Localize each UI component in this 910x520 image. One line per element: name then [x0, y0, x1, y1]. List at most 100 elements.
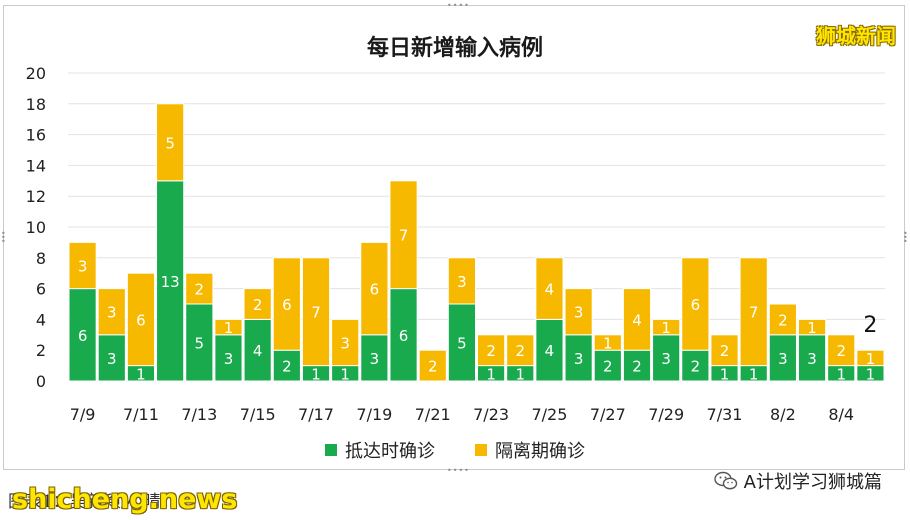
- bar-segment-quarantine: [593, 334, 622, 351]
- bar-segment-quarantine: [185, 272, 214, 305]
- bar-data-label: 5: [195, 335, 205, 353]
- resize-handle-top[interactable]: ••••: [447, 1, 470, 10]
- bar-data-label: 2: [282, 358, 292, 376]
- y-tick-label: 0: [36, 372, 46, 391]
- y-tick-label: 4: [36, 310, 46, 329]
- bar-data-label: 1: [866, 350, 876, 368]
- bar-segment-quarantine: [301, 257, 331, 367]
- bar-data-label: 2: [253, 296, 263, 314]
- bar-data-label: 5: [457, 335, 467, 353]
- bar-data-label: 2: [603, 358, 613, 376]
- chart-title: 每日新增输入病例: [366, 36, 543, 61]
- bar-data-label: 3: [107, 304, 117, 322]
- bar-segment-quarantine: [243, 288, 272, 320]
- y-tick-label: 18: [26, 95, 46, 114]
- legend-swatch-yellow: [475, 444, 487, 456]
- bar-segment-quarantine: [331, 318, 360, 367]
- bar-segment-quarantine: [447, 257, 477, 305]
- y-tick-label: 2: [36, 341, 46, 360]
- bar-data-label: 7: [749, 304, 759, 322]
- bar-data-label: 1: [311, 365, 321, 383]
- x-tick-label: 7/29: [648, 405, 684, 424]
- y-tick-label: 14: [26, 156, 46, 175]
- x-tick-label: 7/19: [356, 405, 392, 424]
- y-tick-label: 12: [26, 187, 46, 206]
- legend-label-quarantine: 隔离期确诊: [495, 441, 585, 462]
- x-tick-label: 7/21: [415, 405, 451, 424]
- bar-segment-quarantine: [272, 257, 301, 351]
- bar-data-label: 3: [370, 350, 380, 368]
- corner-logo: 狮城新闻: [816, 24, 896, 48]
- bar-segment-quarantine: [535, 257, 564, 320]
- bar-segment-arrival: [214, 334, 243, 382]
- bar-segment-quarantine: [360, 241, 389, 336]
- bar-data-label: 13: [161, 273, 180, 291]
- bar-data-label: 2: [195, 281, 205, 299]
- x-tick-label: 7/15: [240, 405, 276, 424]
- bar-segment-arrival: [243, 318, 272, 382]
- x-tick-label: 8/4: [828, 405, 854, 424]
- bar-segment-arrival: [447, 303, 477, 382]
- bar-data-label: 3: [457, 273, 467, 291]
- x-tick-label: 7/31: [707, 405, 743, 424]
- bar-data-label: 7: [311, 304, 321, 322]
- bar-data-label: 2: [720, 342, 730, 360]
- bar-segment-quarantine: [797, 318, 827, 336]
- bar-segment-quarantine: [156, 103, 185, 182]
- bar-segment-quarantine: [681, 257, 710, 351]
- bar-data-label: 6: [399, 327, 409, 345]
- x-tick-label: 7/27: [590, 405, 626, 424]
- y-tick-label: 20: [26, 64, 46, 83]
- resize-handle-bottom[interactable]: ••••: [447, 466, 470, 475]
- resize-handle-left[interactable]: • • •: [1, 229, 6, 246]
- bar-data-label: 2: [778, 311, 788, 329]
- bar-segment-quarantine: [477, 334, 506, 367]
- bar-data-label: 2: [836, 342, 846, 360]
- y-tick-label: 8: [36, 249, 46, 268]
- chart-frame: [3, 5, 905, 470]
- legend-swatch-green: [325, 444, 337, 456]
- bar-segment-quarantine: [126, 272, 156, 367]
- bar-data-label: 3: [574, 304, 584, 322]
- bar-data-label: 3: [78, 258, 88, 276]
- bar-segment-arrival: [681, 349, 710, 382]
- bar-segment-quarantine: [68, 241, 97, 290]
- bar-data-label: 1: [836, 365, 846, 383]
- bar-data-label: 1: [807, 319, 817, 337]
- total-annotation: 2: [863, 313, 877, 338]
- bar-segment-quarantine: [827, 334, 856, 367]
- x-tick-label: 8/2: [770, 405, 796, 424]
- bar-data-label: 3: [661, 350, 671, 368]
- bar-data-label: 7: [399, 227, 409, 245]
- bar-data-label: 1: [486, 365, 496, 383]
- bar-data-label: 1: [749, 365, 759, 383]
- bar-segment-arrival: [185, 303, 214, 382]
- bar-segment-quarantine: [768, 303, 797, 336]
- bar-segment-quarantine: [97, 288, 126, 336]
- bar-data-label: 6: [691, 296, 701, 314]
- wechat-icon: [713, 471, 737, 490]
- bar-data-label: 2: [486, 342, 496, 360]
- bar-data-label: 2: [515, 342, 525, 360]
- legend-label-arrival: 抵达时确诊: [345, 441, 435, 462]
- watermark-text: shicheng.news: [12, 484, 238, 515]
- bar-data-label: 3: [224, 350, 234, 368]
- bar-data-label: 3: [807, 350, 817, 368]
- bar-segment-quarantine: [214, 318, 243, 336]
- bar-data-label: 1: [136, 365, 146, 383]
- bar-segment-arrival: [768, 334, 797, 382]
- bar-data-label: 2: [428, 358, 438, 376]
- bar-segment-quarantine: [856, 349, 885, 367]
- bar-segment-arrival: [389, 288, 418, 382]
- bar-data-label: 4: [545, 342, 555, 360]
- bar-segment-arrival: [622, 349, 652, 382]
- bar-data-label: 1: [661, 319, 671, 337]
- bar-segment-quarantine: [622, 288, 652, 351]
- resize-handle-right[interactable]: • • •: [903, 229, 908, 246]
- bar-data-label: 4: [632, 311, 642, 329]
- bar-data-label: 3: [107, 350, 117, 368]
- bar-data-label: 6: [282, 296, 292, 314]
- bar-data-label: 3: [340, 335, 350, 353]
- bar-data-label: 4: [253, 342, 263, 360]
